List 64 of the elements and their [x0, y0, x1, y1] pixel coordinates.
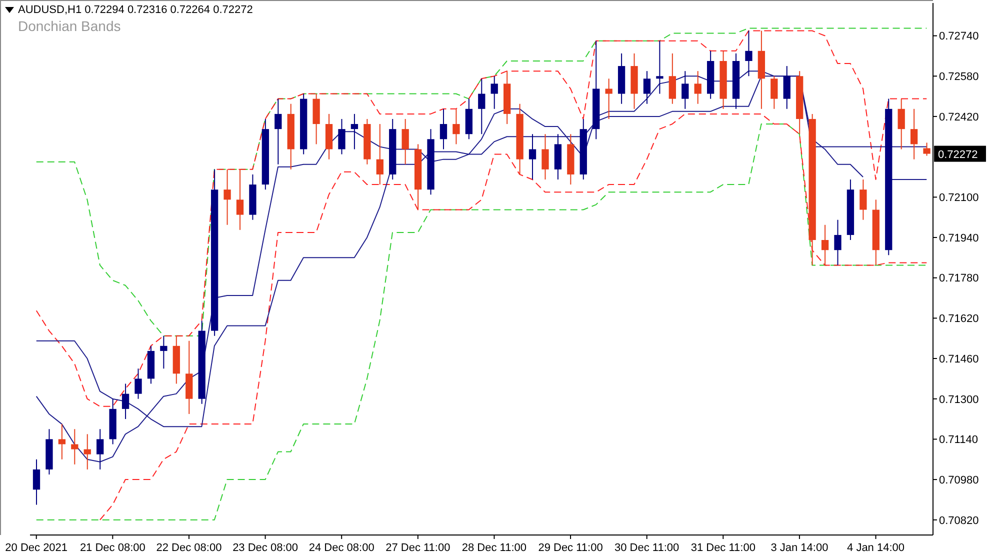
- candlestick: [84, 434, 91, 470]
- candlestick: [694, 70, 702, 104]
- y-tick-label: 0.72580: [939, 71, 979, 84]
- y-tick-label: 0.71140: [939, 434, 978, 446]
- x-tick-label: 22 Dec 08:00: [156, 542, 222, 554]
- candlestick: [122, 383, 130, 420]
- x-tick-label: 27 Dec 11:00: [386, 542, 450, 554]
- x-tick-label: 3 Jan 14:00: [770, 542, 828, 554]
- chart-title: AUDUSD,H1 0.72294 0.72316 0.72264 0.72272: [18, 4, 253, 16]
- candlestick: [860, 178, 867, 220]
- candlestick: [134, 368, 142, 400]
- candlestick: [32, 458, 40, 506]
- candlestick: [350, 113, 358, 150]
- candlestick: [236, 168, 244, 230]
- candlestick: [834, 219, 842, 266]
- y-tick-label: 0.71780: [939, 272, 979, 285]
- candlestick: [605, 78, 612, 120]
- candlestick: [656, 40, 664, 94]
- candlestick: [274, 98, 282, 165]
- candlestick: [478, 78, 486, 135]
- candlestick: [770, 76, 778, 110]
- y-tick-label: 0.72740: [939, 30, 979, 43]
- y-tick-label: 0.71940: [939, 232, 979, 244]
- candlestick: [910, 108, 918, 160]
- line-series: [36, 30, 928, 407]
- text: Donchian Bands: [18, 18, 121, 34]
- candlestick: [376, 124, 384, 186]
- candlestick: [96, 428, 104, 470]
- x-tick-label: 23 Dec 08:00: [232, 542, 298, 554]
- y-tick-label: 0.71620: [939, 313, 979, 326]
- candlestick: [338, 118, 346, 155]
- candlestick: [923, 142, 930, 156]
- candlestick: [402, 118, 409, 165]
- candlestick: [160, 335, 168, 370]
- y-tick-label: 0.71460: [939, 353, 979, 366]
- x-tick-label: 28 Dec 11:00: [462, 542, 527, 554]
- candlestick: [528, 134, 536, 180]
- candlestick: [668, 52, 676, 104]
- candlestick: [898, 98, 905, 150]
- candlestick: [682, 70, 689, 110]
- x-tick-label: 21 Dec 08:00: [80, 542, 146, 554]
- candlestick: [71, 428, 78, 465]
- candlestick: [224, 168, 231, 226]
- candlestick: [440, 108, 448, 150]
- candlestick: [452, 108, 460, 145]
- x-tick-label: 24 Dec 08:00: [308, 542, 374, 554]
- x-tick-label: 31 Dec 11:00: [690, 542, 756, 554]
- candlestick: [821, 224, 829, 266]
- candlestick: [542, 134, 549, 180]
- x-tick-label: 4 Jan 14:00: [847, 542, 905, 554]
- y-tick-label: 0.71300: [939, 394, 979, 406]
- candlestick: [783, 66, 790, 110]
- x-tick-label: 29 Dec 11:00: [538, 542, 603, 554]
- y-tick-label: 0.70980: [939, 474, 979, 486]
- candlestick: [745, 30, 752, 77]
- text: 0.72272: [938, 148, 978, 161]
- y-tick-label: 0.72100: [939, 192, 979, 204]
- candlestick: [58, 424, 66, 460]
- candlestick: [490, 76, 498, 110]
- candlestick: [643, 70, 651, 104]
- y-tick-label: 0.70820: [939, 514, 979, 527]
- x-tick-label: 20 Dec 2021: [5, 542, 68, 554]
- y-tick-label: 0.72420: [939, 111, 979, 124]
- x-tick-label: 30 Dec 11:00: [614, 542, 680, 554]
